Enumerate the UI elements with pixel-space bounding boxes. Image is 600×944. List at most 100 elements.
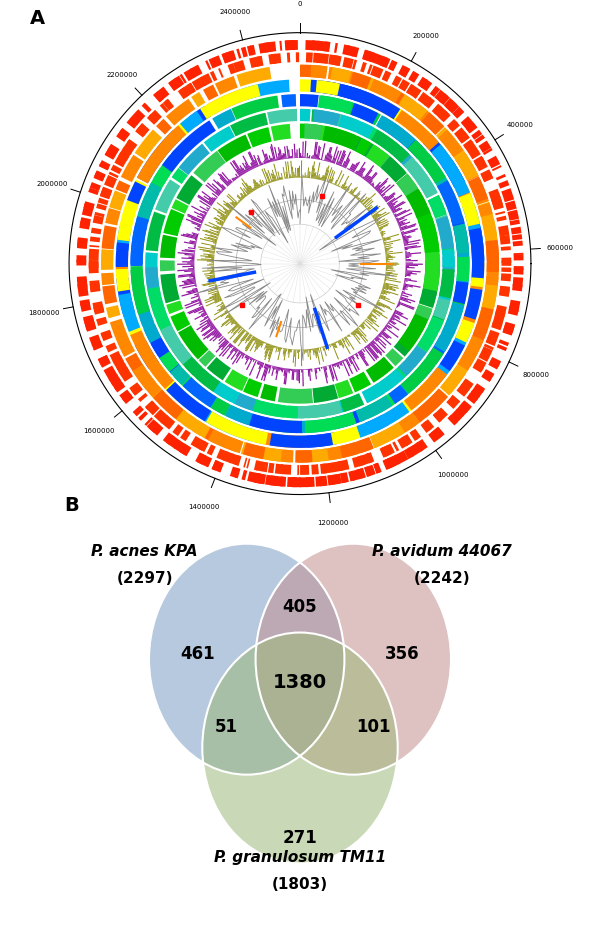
Polygon shape xyxy=(294,144,296,159)
Polygon shape xyxy=(238,326,241,329)
Polygon shape xyxy=(217,303,224,308)
Polygon shape xyxy=(471,130,482,141)
Polygon shape xyxy=(380,194,382,196)
Polygon shape xyxy=(271,125,291,142)
Polygon shape xyxy=(383,242,384,243)
Polygon shape xyxy=(149,156,179,193)
Polygon shape xyxy=(166,301,183,314)
Polygon shape xyxy=(455,154,479,182)
Polygon shape xyxy=(305,176,307,178)
Polygon shape xyxy=(210,273,214,274)
Polygon shape xyxy=(268,365,272,374)
Polygon shape xyxy=(203,329,217,341)
Polygon shape xyxy=(145,418,153,427)
Polygon shape xyxy=(451,217,469,251)
Polygon shape xyxy=(305,350,307,354)
Polygon shape xyxy=(224,339,226,341)
Polygon shape xyxy=(313,110,340,126)
Polygon shape xyxy=(98,356,110,367)
Polygon shape xyxy=(386,325,392,329)
Polygon shape xyxy=(211,262,214,263)
Polygon shape xyxy=(406,256,412,258)
Polygon shape xyxy=(208,318,209,320)
Polygon shape xyxy=(404,279,417,283)
Polygon shape xyxy=(442,250,455,268)
Polygon shape xyxy=(243,333,250,342)
Polygon shape xyxy=(127,182,146,205)
Polygon shape xyxy=(202,282,216,286)
Polygon shape xyxy=(199,304,203,307)
Polygon shape xyxy=(293,350,295,363)
Polygon shape xyxy=(240,194,244,199)
Polygon shape xyxy=(236,68,271,88)
Polygon shape xyxy=(379,298,380,300)
Polygon shape xyxy=(245,334,251,342)
Polygon shape xyxy=(274,176,277,182)
Polygon shape xyxy=(264,345,271,361)
Polygon shape xyxy=(321,367,322,369)
Text: 1380: 1380 xyxy=(273,672,327,691)
Polygon shape xyxy=(400,298,408,302)
Polygon shape xyxy=(352,332,355,336)
Polygon shape xyxy=(386,412,422,441)
Polygon shape xyxy=(142,105,151,113)
Polygon shape xyxy=(234,178,236,181)
Polygon shape xyxy=(209,57,222,70)
Polygon shape xyxy=(402,292,406,294)
Polygon shape xyxy=(163,433,175,446)
Polygon shape xyxy=(338,362,340,365)
Polygon shape xyxy=(194,247,196,249)
Polygon shape xyxy=(437,181,464,227)
Polygon shape xyxy=(398,301,400,303)
Polygon shape xyxy=(178,326,209,360)
Polygon shape xyxy=(230,318,234,322)
Polygon shape xyxy=(260,342,263,346)
Polygon shape xyxy=(221,190,224,192)
Polygon shape xyxy=(368,345,371,347)
Polygon shape xyxy=(103,366,118,382)
Polygon shape xyxy=(196,295,199,296)
Polygon shape xyxy=(376,178,389,192)
Polygon shape xyxy=(439,111,451,123)
Polygon shape xyxy=(151,364,198,413)
Polygon shape xyxy=(334,180,337,186)
Polygon shape xyxy=(378,187,385,194)
Polygon shape xyxy=(205,61,211,71)
Polygon shape xyxy=(248,335,253,342)
Polygon shape xyxy=(508,306,519,316)
Polygon shape xyxy=(343,361,344,362)
Text: B: B xyxy=(65,496,79,514)
Polygon shape xyxy=(275,367,278,374)
Polygon shape xyxy=(331,365,332,366)
Polygon shape xyxy=(272,159,274,162)
Polygon shape xyxy=(384,281,386,282)
Polygon shape xyxy=(349,164,353,171)
Polygon shape xyxy=(209,253,215,255)
Polygon shape xyxy=(313,449,329,463)
Polygon shape xyxy=(342,339,345,343)
Polygon shape xyxy=(184,271,194,273)
Text: 51: 51 xyxy=(215,717,238,735)
Polygon shape xyxy=(257,362,259,364)
Polygon shape xyxy=(308,158,309,160)
Polygon shape xyxy=(397,437,408,449)
Text: 2000000: 2000000 xyxy=(37,181,68,187)
Polygon shape xyxy=(386,255,389,256)
Polygon shape xyxy=(405,255,412,257)
Polygon shape xyxy=(352,137,380,161)
Polygon shape xyxy=(253,338,256,342)
Polygon shape xyxy=(398,303,414,311)
Polygon shape xyxy=(269,346,272,351)
Polygon shape xyxy=(370,211,376,215)
Polygon shape xyxy=(451,396,460,404)
Polygon shape xyxy=(423,256,440,292)
Polygon shape xyxy=(371,342,382,354)
Polygon shape xyxy=(490,194,503,209)
Polygon shape xyxy=(509,300,520,312)
Polygon shape xyxy=(198,311,205,314)
Polygon shape xyxy=(331,68,352,84)
Polygon shape xyxy=(328,474,342,486)
Polygon shape xyxy=(213,243,217,244)
Polygon shape xyxy=(216,228,221,230)
Polygon shape xyxy=(482,285,498,310)
